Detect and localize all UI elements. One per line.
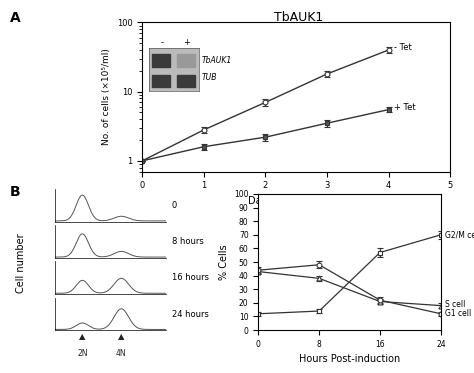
Text: 16 hours: 16 hours	[172, 273, 209, 282]
Text: Cell number: Cell number	[16, 233, 27, 293]
Text: G2/M cell: G2/M cell	[445, 230, 474, 239]
Text: +: +	[183, 38, 190, 47]
Text: 8 hours: 8 hours	[172, 237, 203, 246]
Bar	[177, 54, 195, 67]
Bar	[177, 75, 195, 87]
Text: ▲: ▲	[118, 332, 125, 341]
Text: - Tet: - Tet	[393, 43, 411, 51]
Y-axis label: No. of cells (×10⁵/ml): No. of cells (×10⁵/ml)	[102, 48, 111, 145]
Text: A: A	[9, 11, 20, 25]
X-axis label: Hours Post-induction: Hours Post-induction	[299, 354, 400, 364]
X-axis label: Days Post-induction: Days Post-induction	[248, 196, 345, 206]
Bar	[152, 75, 171, 87]
Text: 4N: 4N	[116, 349, 127, 358]
Text: S cell: S cell	[445, 300, 465, 309]
Y-axis label: % Cells: % Cells	[219, 244, 228, 280]
Text: TUB: TUB	[201, 73, 217, 82]
Text: + Tet: + Tet	[393, 103, 415, 113]
Text: 0: 0	[172, 201, 177, 210]
Text: B: B	[9, 185, 20, 199]
Text: ▲: ▲	[79, 332, 86, 341]
Text: G1 cell: G1 cell	[445, 309, 471, 318]
Text: -: -	[160, 38, 163, 47]
Text: 2N: 2N	[77, 349, 88, 358]
Bar	[152, 54, 171, 67]
Text: 24 hours: 24 hours	[172, 310, 209, 319]
Text: TbAUK1: TbAUK1	[201, 56, 232, 65]
Text: TbAUK1: TbAUK1	[274, 11, 323, 24]
